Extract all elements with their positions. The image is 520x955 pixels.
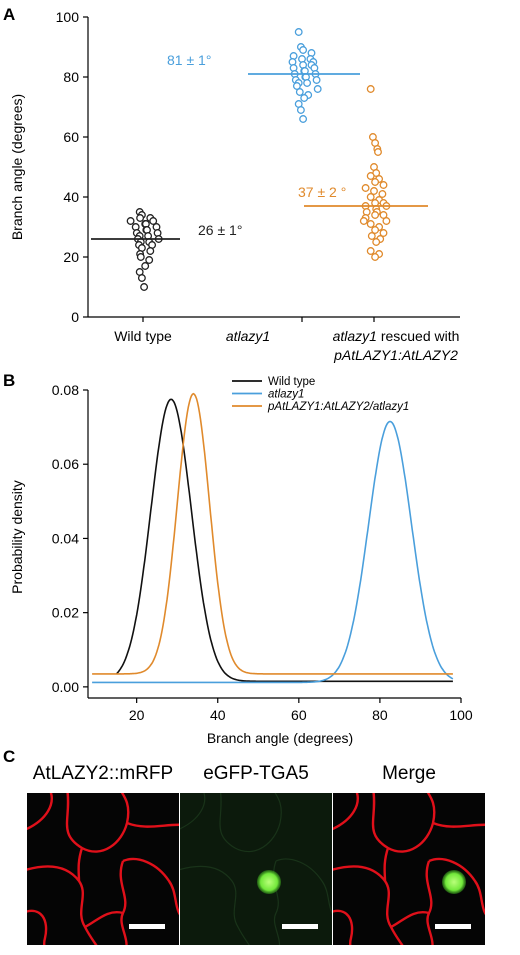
micrograph-rfp xyxy=(27,793,179,945)
panel-b-letter: B xyxy=(3,372,15,390)
rfp-membrane-image xyxy=(27,793,179,945)
a-point xyxy=(361,184,370,192)
a-point xyxy=(371,253,380,261)
micrograph-title-gfp: eGFP-TGA5 xyxy=(203,763,309,784)
a-point xyxy=(296,106,305,114)
b-x-tick-label: 60 xyxy=(291,707,307,723)
a-point xyxy=(292,82,301,90)
b-curve-1 xyxy=(92,420,454,684)
a-point xyxy=(367,232,376,240)
a-point xyxy=(371,211,380,219)
merge-image xyxy=(333,793,485,945)
b-legend-label: pAtLAZY1:AtLAZY2/atlazy1 xyxy=(267,401,409,413)
a-point xyxy=(303,79,312,87)
panel-a-category-labels: Wild type atlazy1 atlazy1 rescued with pAtL… xyxy=(114,328,459,363)
a-point xyxy=(378,190,387,198)
a-point xyxy=(299,115,308,123)
a-point xyxy=(374,148,382,156)
a-point xyxy=(312,76,321,84)
a-point xyxy=(359,217,368,225)
a-point xyxy=(379,181,388,189)
panel-a-letter: A xyxy=(3,5,15,24)
a-series-0: 26 ± 1° xyxy=(91,208,242,291)
a-point xyxy=(379,211,388,219)
panel-b-axes: 0.00 0.02 0.04 0.06 0.08 20 40 60 80 100 xyxy=(52,382,473,723)
a-y-tick-label: 80 xyxy=(63,69,79,85)
b-legend-label: Wild type xyxy=(268,376,315,388)
a-point xyxy=(366,247,375,255)
a-point xyxy=(371,178,380,186)
a-category-label-line2: pAtLAZY1:AtLAZY2 xyxy=(333,347,458,363)
b-legend-label: atlazy1 xyxy=(268,389,304,401)
a-point xyxy=(370,187,378,195)
a-point xyxy=(136,253,145,261)
micrograph-gfp xyxy=(180,793,332,945)
a-point xyxy=(366,172,375,180)
a-category-label: atlazy1 xyxy=(226,328,270,344)
a-series-1: 81 ± 1° xyxy=(167,28,360,123)
a-point xyxy=(140,283,149,291)
a-point xyxy=(382,217,391,225)
a-y-tick-label: 20 xyxy=(63,249,79,265)
a-y-tick-label: 100 xyxy=(56,9,80,25)
a-series-2: 37 ± 2 ° xyxy=(298,85,428,261)
a-point xyxy=(137,274,146,282)
a-point xyxy=(294,28,303,36)
a-point xyxy=(299,46,308,54)
a-mean-label: 81 ± 1° xyxy=(167,52,211,68)
b-y-tick-label: 0.08 xyxy=(52,382,79,398)
b-y-tick-label: 0.00 xyxy=(52,679,79,695)
panel-c-letter: C xyxy=(3,747,16,766)
a-category-label: atlazy1 rescued with xyxy=(333,328,460,344)
micrograph-title-merge: Merge xyxy=(382,763,436,784)
panel-b-x-axis-label: Branch angle (degrees) xyxy=(207,730,353,746)
panel-a-scatter-chart: A Branch angle (degrees) 0 20 40 60 80 100 26… xyxy=(3,5,460,363)
a-point xyxy=(372,238,381,246)
a-point xyxy=(379,229,388,237)
a-point xyxy=(136,214,145,222)
micrograph-title-rfp: AtLAZY2::mRFP xyxy=(32,763,174,784)
a-point xyxy=(366,193,375,201)
a-mean-label: 37 ± 2 ° xyxy=(298,184,346,200)
micrograph-merge xyxy=(333,793,485,945)
b-x-tick-label: 40 xyxy=(210,707,226,723)
a-point xyxy=(366,220,375,228)
b-x-tick-label: 80 xyxy=(372,707,388,723)
nucleus-signal xyxy=(257,870,281,894)
a-category-label: Wild type xyxy=(114,328,172,344)
b-x-tick-label: 100 xyxy=(449,707,473,723)
panel-b-curves xyxy=(92,392,454,684)
a-point xyxy=(145,256,154,264)
a-point xyxy=(366,85,375,93)
panel-a-axes: 0 20 40 60 80 100 xyxy=(56,9,460,325)
a-point xyxy=(371,226,380,234)
panel-a-y-axis-label: Branch angle (degrees) xyxy=(9,94,25,240)
a-point xyxy=(300,94,309,102)
a-point xyxy=(313,85,322,93)
b-y-tick-label: 0.06 xyxy=(52,456,79,472)
panel-a-data-points: 26 ± 1° 81 ± 1° 37 ± 2 ° xyxy=(91,28,428,291)
b-curve-0 xyxy=(115,398,453,683)
b-y-tick-label: 0.02 xyxy=(52,605,79,621)
b-x-tick-label: 20 xyxy=(129,707,145,723)
b-y-tick-label: 0.04 xyxy=(52,530,79,546)
a-mean-label: 26 ± 1° xyxy=(198,222,242,238)
panel-b-y-axis-label: Probability density xyxy=(9,480,25,594)
a-point xyxy=(295,88,304,96)
a-y-tick-label: 60 xyxy=(63,129,79,145)
a-y-tick-label: 40 xyxy=(63,189,79,205)
b-curve-2 xyxy=(92,392,453,675)
a-point xyxy=(149,217,158,225)
a-point xyxy=(146,247,155,255)
a-point xyxy=(126,217,135,225)
gfp-nucleus-image xyxy=(180,793,332,945)
panel-b-density-chart: B Probability density Branch angle (degr… xyxy=(3,372,473,746)
a-point xyxy=(141,262,150,270)
a-y-tick-label: 0 xyxy=(71,309,79,325)
